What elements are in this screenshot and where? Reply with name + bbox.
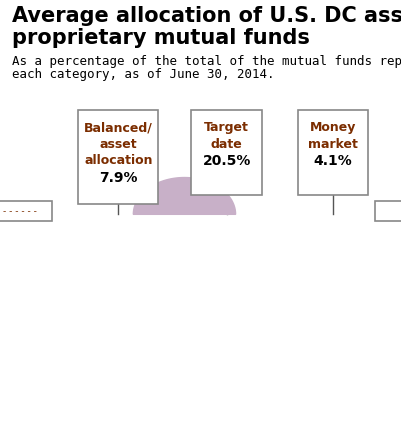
FancyBboxPatch shape xyxy=(298,110,368,195)
Text: Target: Target xyxy=(204,121,249,134)
Text: Money: Money xyxy=(310,121,356,134)
Text: Balanced/: Balanced/ xyxy=(84,121,153,134)
FancyBboxPatch shape xyxy=(78,110,158,204)
Text: - - - - - -: - - - - - - xyxy=(3,207,37,216)
Text: asset: asset xyxy=(99,138,137,151)
Text: each category, as of June 30, 2014.: each category, as of June 30, 2014. xyxy=(12,68,275,81)
Polygon shape xyxy=(133,178,236,214)
FancyBboxPatch shape xyxy=(0,201,52,221)
FancyBboxPatch shape xyxy=(191,110,261,195)
Text: allocation: allocation xyxy=(84,154,152,167)
Text: 4.1%: 4.1% xyxy=(314,154,352,168)
Text: As a percentage of the total of the mutual funds reported in: As a percentage of the total of the mutu… xyxy=(12,55,401,68)
Text: date: date xyxy=(211,138,243,151)
Text: proprietary mutual funds: proprietary mutual funds xyxy=(12,28,310,48)
Text: 20.5%: 20.5% xyxy=(203,154,251,168)
FancyBboxPatch shape xyxy=(375,201,401,221)
Text: Average allocation of U.S. DC assets in: Average allocation of U.S. DC assets in xyxy=(12,6,401,26)
Text: market: market xyxy=(308,138,358,151)
Text: 7.9%: 7.9% xyxy=(99,171,138,184)
